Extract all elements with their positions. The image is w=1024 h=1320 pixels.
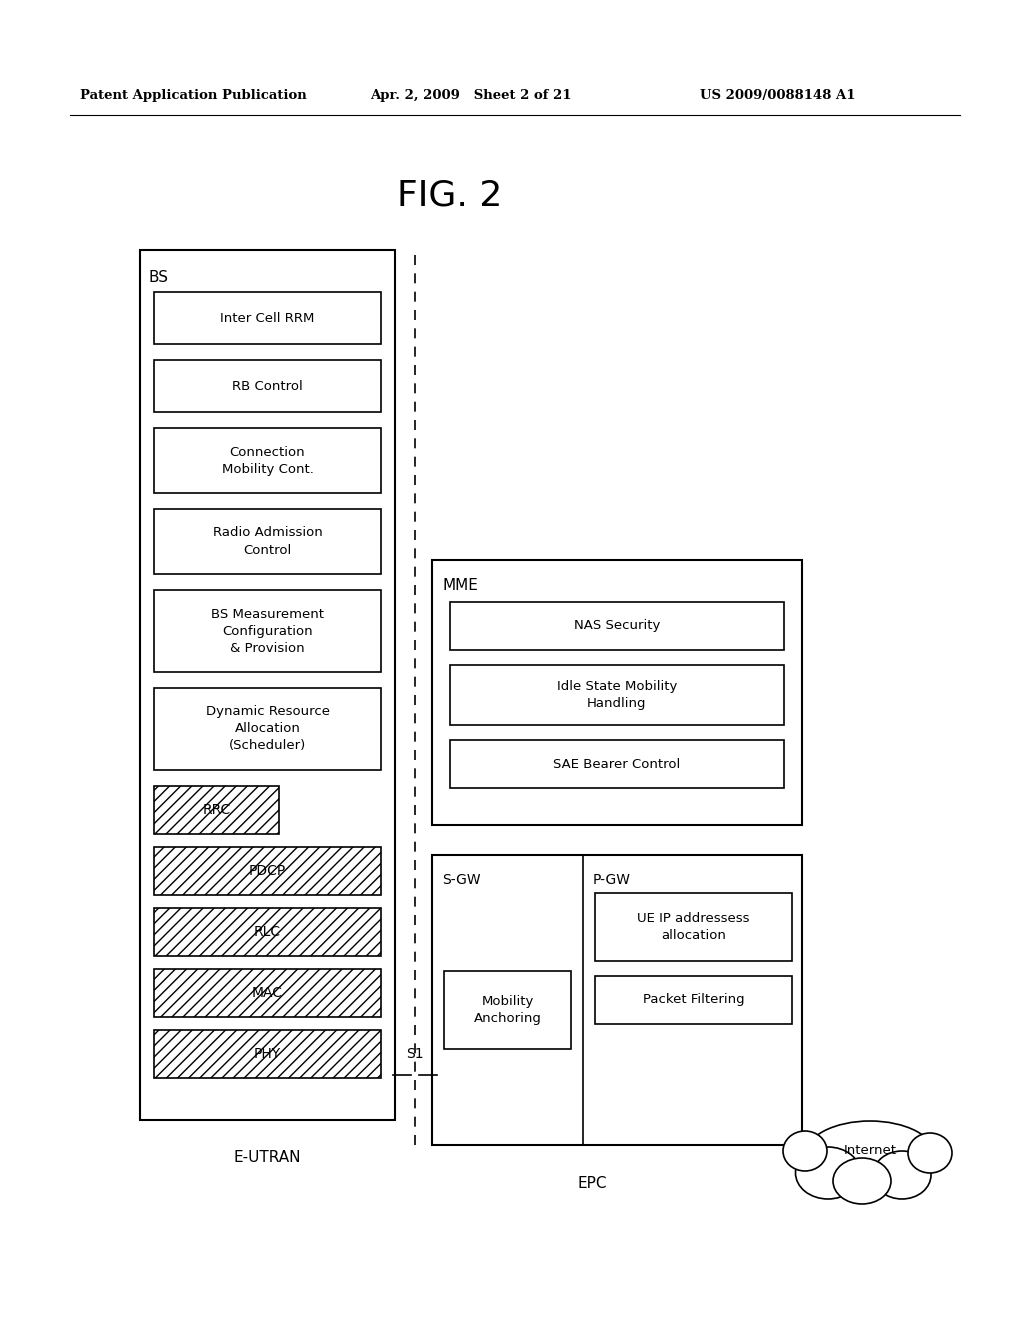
Bar <box>450 602 784 649</box>
Text: EPC: EPC <box>578 1176 607 1191</box>
Text: Mobility
Anchoring: Mobility Anchoring <box>473 995 542 1026</box>
Text: Dynamic Resource
Allocation
(Scheduler): Dynamic Resource Allocation (Scheduler) <box>206 705 330 752</box>
Bar <box>154 847 381 895</box>
Ellipse shape <box>805 1121 935 1189</box>
Text: Idle State Mobility
Handling: Idle State Mobility Handling <box>557 680 677 710</box>
Text: SAE Bearer Control: SAE Bearer Control <box>553 758 681 771</box>
Text: BS: BS <box>148 271 168 285</box>
Text: NAS Security: NAS Security <box>573 619 660 632</box>
Text: UE IP addressess
allocation: UE IP addressess allocation <box>637 912 750 942</box>
Bar <box>154 590 381 672</box>
Bar <box>154 360 381 412</box>
Bar <box>450 665 784 725</box>
Text: P-GW: P-GW <box>593 873 631 887</box>
Bar <box>432 560 802 825</box>
Text: E-UTRAN: E-UTRAN <box>233 1151 301 1166</box>
Text: RRC: RRC <box>203 803 230 817</box>
Text: Inter Cell RRM: Inter Cell RRM <box>220 312 314 325</box>
Bar <box>450 741 784 788</box>
Text: MAC: MAC <box>252 986 283 1001</box>
Bar <box>154 510 381 574</box>
Bar <box>154 428 381 492</box>
Text: US 2009/0088148 A1: US 2009/0088148 A1 <box>700 88 855 102</box>
Bar <box>154 785 279 834</box>
Bar <box>595 975 792 1024</box>
Text: RB Control: RB Control <box>232 380 303 392</box>
Bar <box>154 1030 381 1078</box>
Text: BS Measurement
Configuration
& Provision: BS Measurement Configuration & Provision <box>211 607 324 655</box>
Bar <box>154 688 381 770</box>
Text: S-GW: S-GW <box>442 873 480 887</box>
Ellipse shape <box>873 1151 931 1199</box>
Ellipse shape <box>833 1158 891 1204</box>
Bar <box>444 972 571 1049</box>
Text: RLC: RLC <box>254 925 281 939</box>
Ellipse shape <box>908 1133 952 1173</box>
Text: PDCP: PDCP <box>249 865 286 878</box>
Bar <box>432 855 802 1144</box>
Bar <box>154 969 381 1016</box>
Text: Apr. 2, 2009   Sheet 2 of 21: Apr. 2, 2009 Sheet 2 of 21 <box>370 88 571 102</box>
Text: FIG. 2: FIG. 2 <box>397 178 503 213</box>
Ellipse shape <box>796 1147 860 1199</box>
Bar <box>154 292 381 345</box>
Text: Connection
Mobility Cont.: Connection Mobility Cont. <box>221 446 313 475</box>
Text: Internet: Internet <box>844 1144 896 1158</box>
Text: Packet Filtering: Packet Filtering <box>643 994 744 1006</box>
Bar <box>154 908 381 956</box>
Bar <box>140 249 395 1119</box>
Ellipse shape <box>783 1131 827 1171</box>
Bar <box>595 894 792 961</box>
Text: MME: MME <box>442 578 478 593</box>
Text: PHY: PHY <box>254 1047 281 1061</box>
Text: S1: S1 <box>407 1047 424 1061</box>
Text: Patent Application Publication: Patent Application Publication <box>80 88 307 102</box>
Text: Radio Admission
Control: Radio Admission Control <box>213 527 323 557</box>
